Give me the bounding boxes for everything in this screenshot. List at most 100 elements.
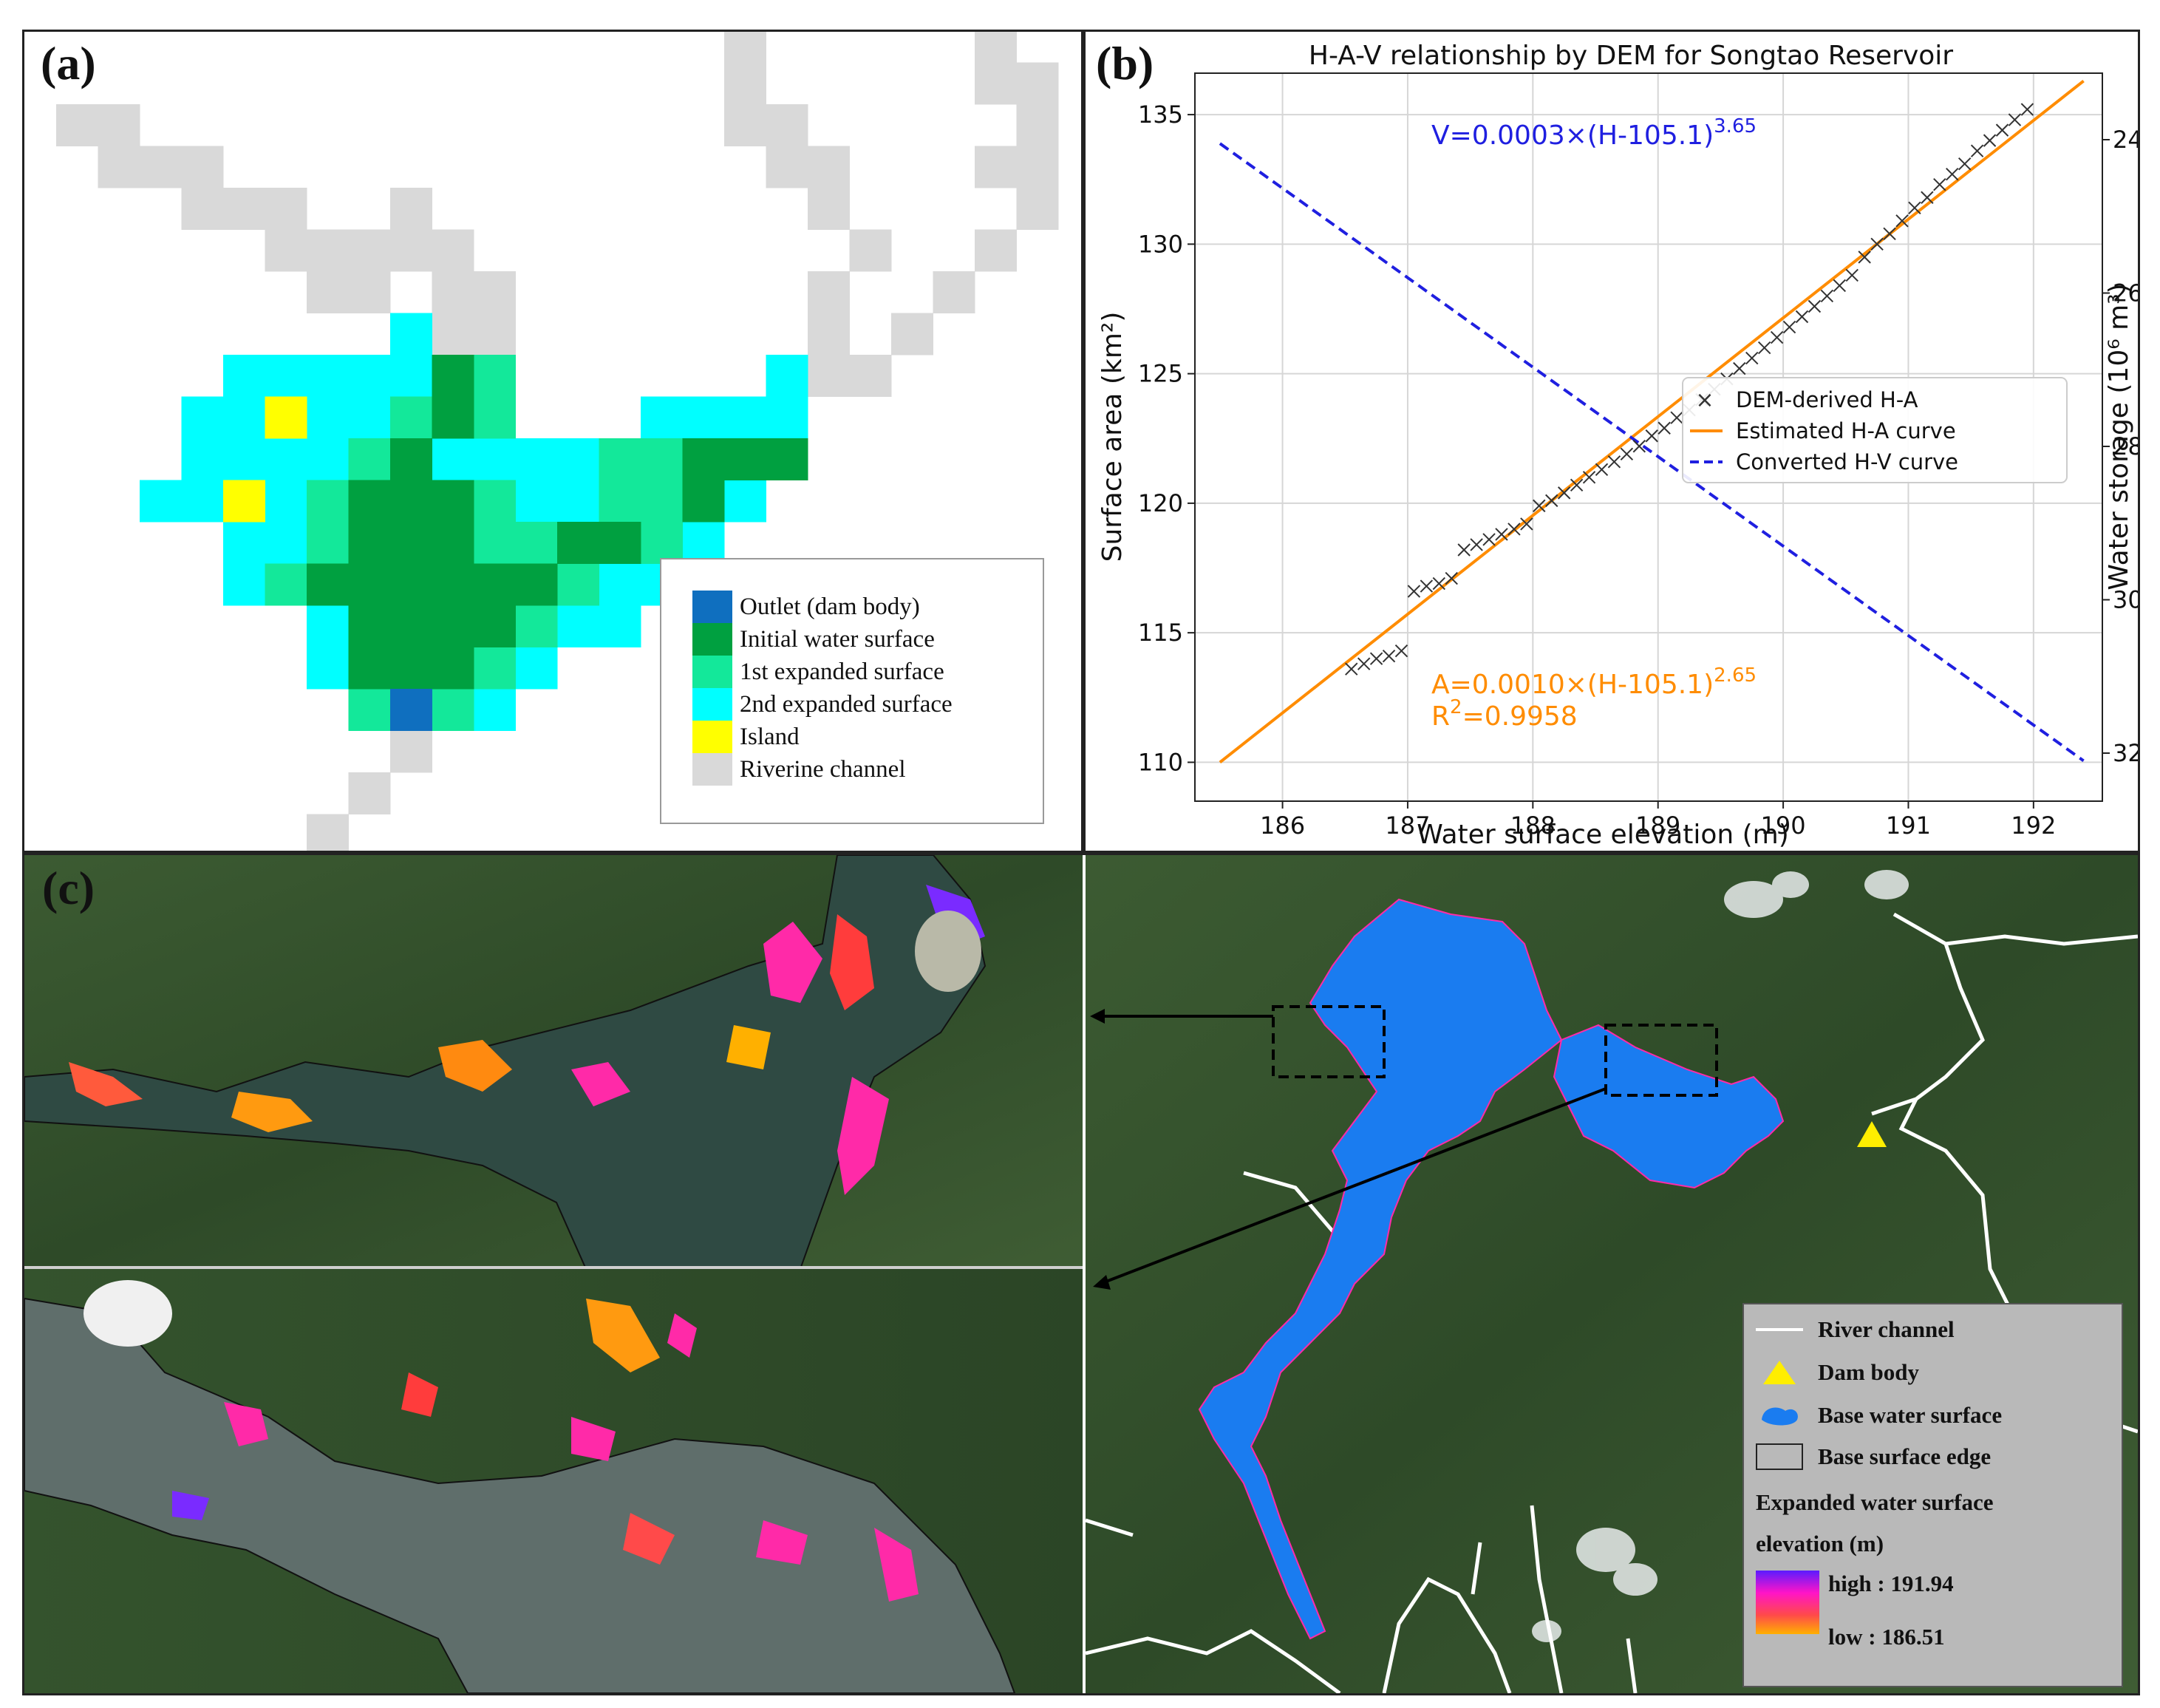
dem-point-stroke bbox=[1845, 268, 1859, 282]
x-tick-label: 190 bbox=[1761, 812, 1806, 840]
dem-point bbox=[1820, 289, 1834, 303]
grid-cell bbox=[682, 480, 725, 523]
dem-point-stroke bbox=[1369, 652, 1383, 665]
dem-point-stroke bbox=[1432, 576, 1445, 591]
y2-axis-label: Water storage (10⁶ m³) bbox=[2104, 283, 2134, 590]
grid-cell bbox=[641, 438, 683, 480]
dem-point bbox=[1432, 576, 1445, 591]
grid-cell bbox=[599, 480, 641, 523]
legend-expanded-title-1: Expanded water surface bbox=[1756, 1489, 1994, 1515]
dem-point bbox=[1533, 499, 1546, 513]
grid-cell bbox=[599, 522, 641, 564]
grid-cell bbox=[682, 438, 725, 480]
grid-cell bbox=[140, 480, 182, 523]
y2-tick-label: 3200 bbox=[2113, 739, 2138, 767]
dem-point-stroke bbox=[1658, 421, 1671, 435]
grid-cell bbox=[474, 689, 516, 731]
dem-point bbox=[1757, 341, 1771, 355]
grid-cell bbox=[265, 563, 307, 606]
river-channel-line bbox=[1085, 912, 2138, 1693]
grid-cell bbox=[390, 730, 432, 773]
grid-cell bbox=[348, 438, 391, 480]
grid-cell bbox=[390, 522, 432, 564]
chart-title: H-A-V relationship by DEM for Songtao Re… bbox=[1309, 41, 1953, 71]
grid-cell bbox=[98, 146, 140, 188]
dem-point bbox=[1883, 227, 1896, 241]
inset-map-bottom bbox=[24, 1269, 1083, 1693]
dem-point bbox=[1833, 279, 1847, 293]
y-tick-label: 115 bbox=[1138, 619, 1183, 647]
grid-cell bbox=[599, 563, 641, 606]
dem-point bbox=[1369, 652, 1383, 665]
grid-cell bbox=[390, 229, 432, 272]
legend-item-island: Island bbox=[692, 721, 800, 753]
dem-point bbox=[1970, 144, 1984, 157]
dem-point bbox=[1745, 351, 1759, 365]
legend-river-channel: River channel bbox=[1756, 1316, 1955, 1343]
legend-item-initial: Initial water surface bbox=[692, 623, 935, 656]
dem-point-stroke bbox=[1921, 191, 1934, 204]
grid-cell bbox=[390, 605, 432, 647]
legend-item-2nd: 2nd expanded surface bbox=[692, 688, 953, 721]
legend-base-water: Base water surface bbox=[1756, 1401, 2002, 1430]
grid-cell bbox=[557, 605, 599, 647]
dem-point-stroke bbox=[1482, 533, 1496, 546]
dem-point bbox=[1345, 662, 1358, 676]
grid-cell bbox=[390, 313, 432, 355]
dem-point-stroke bbox=[1983, 134, 1997, 147]
dem-point-stroke bbox=[1995, 123, 2009, 137]
y-axis-label: Surface area (km²) bbox=[1097, 312, 1128, 562]
legend-dam-body: Dam body bbox=[1756, 1358, 1919, 1387]
grid-cell bbox=[1016, 104, 1059, 146]
dem-point bbox=[1357, 657, 1371, 670]
grid-cell bbox=[515, 647, 558, 690]
grid-cell bbox=[766, 146, 808, 188]
y2-tick-label: 2800 bbox=[2113, 432, 2138, 460]
grid-cell bbox=[557, 522, 599, 564]
grid-cell bbox=[599, 605, 641, 647]
grid-cell bbox=[599, 438, 641, 480]
chart-legend: × DEM-derived H-A Estimated H-A curve Co… bbox=[1682, 377, 2068, 483]
grid-cell bbox=[223, 396, 265, 439]
grid-cell bbox=[766, 104, 808, 146]
dem-point bbox=[2020, 103, 2034, 116]
grid-cell bbox=[307, 438, 349, 480]
dem-point bbox=[1958, 157, 1972, 171]
legend-item-river: Riverine channel bbox=[692, 753, 906, 786]
grid-cell bbox=[474, 647, 516, 690]
grid-cell bbox=[390, 355, 432, 397]
dem-point-stroke bbox=[1620, 447, 1634, 460]
grid-cell bbox=[307, 229, 349, 272]
dem-point-stroke bbox=[1470, 538, 1483, 551]
grid-cell bbox=[1016, 188, 1059, 230]
grid-cell bbox=[307, 396, 349, 439]
dem-point bbox=[1845, 268, 1859, 282]
hv-equation: V=0.0003×(H-105.1)3.65 bbox=[1431, 115, 1757, 151]
grid-cell bbox=[557, 563, 599, 606]
dem-point-stroke bbox=[1407, 585, 1421, 598]
reservoir-water bbox=[1198, 898, 1785, 1640]
grid-cell bbox=[348, 229, 391, 272]
grid-cell bbox=[432, 563, 474, 606]
dem-point bbox=[1921, 191, 1934, 204]
dem-point-stroke bbox=[1507, 523, 1521, 536]
grid-cell bbox=[724, 104, 766, 146]
panel-a-legend: Outlet (dam body) Initial water surface … bbox=[660, 558, 1044, 824]
dem-point-stroke bbox=[1420, 579, 1434, 593]
x-axis-label: Water surface elevation (m) bbox=[1417, 820, 1789, 850]
legend-label: Base water surface bbox=[1818, 1402, 2003, 1428]
dem-point-stroke bbox=[1808, 299, 1822, 313]
grid-cell bbox=[766, 355, 808, 397]
grid-cell bbox=[223, 355, 265, 397]
grid-cell bbox=[265, 396, 307, 439]
water-blob-icon bbox=[1762, 1407, 1798, 1426]
legend-label: Initial water surface bbox=[740, 625, 935, 653]
legend-label: Base surface edge bbox=[1818, 1443, 1992, 1469]
dem-point-stroke bbox=[1570, 478, 1584, 492]
grid-cell bbox=[348, 647, 391, 690]
legend-dem: DEM-derived H-A bbox=[1736, 387, 1918, 412]
grid-cell bbox=[933, 271, 975, 313]
grid-cell bbox=[98, 104, 140, 146]
dem-point bbox=[2008, 113, 2022, 126]
dem-point bbox=[1382, 649, 1396, 663]
